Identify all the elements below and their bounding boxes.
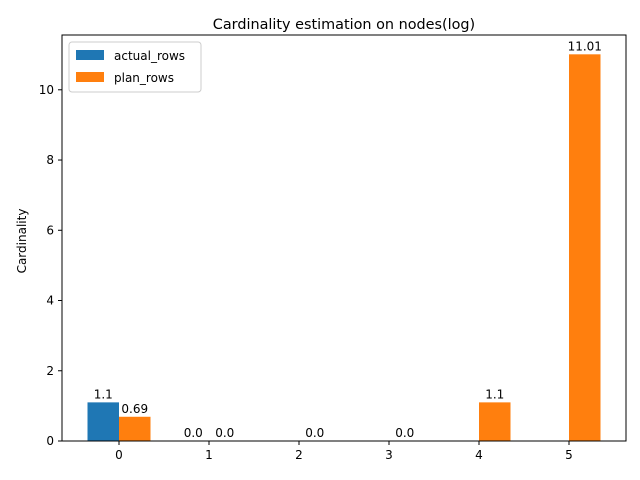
bar-plan_rows-5	[569, 54, 601, 441]
x-tick-label-2: 2	[295, 448, 303, 462]
x-tick-label-0: 0	[115, 448, 123, 462]
data-label-plan_rows-3: 0.0	[395, 426, 414, 440]
y-tick-label-10: 10	[39, 83, 54, 97]
data-label-actual_rows-0: 1.1	[94, 387, 113, 401]
legend-swatch-actual_rows	[76, 50, 104, 60]
y-tick-label-6: 6	[46, 223, 54, 237]
data-label-plan_rows-1: 0.0	[215, 426, 234, 440]
plot-frame	[61, 34, 627, 442]
legend-label-plan_rows: plan_rows	[114, 71, 174, 85]
data-label-plan_rows-4: 1.1	[485, 387, 504, 401]
plot-area: 1.1 0.0 0.69 0.0 0.0 0.0 1.1 11.01 0 1 2 3 4 5 0 2 4 6 8 10	[39, 39, 602, 462]
y-tick-label-2: 2	[46, 364, 54, 378]
legend-label-actual_rows: actual_rows	[114, 49, 185, 63]
x-tick-label-1: 1	[205, 448, 213, 462]
chart-title: Cardinality estimation on nodes(log)	[213, 17, 475, 33]
data-label-actual_rows-1: 0.0	[184, 426, 203, 440]
data-label-plan_rows-0: 0.69	[121, 402, 148, 416]
data-label-plan_rows-2: 0.0	[305, 426, 324, 440]
legend: actual_rows plan_rows	[68, 41, 202, 93]
data-label-plan_rows-5: 11.01	[568, 39, 602, 53]
y-axis-label: Cardinality	[15, 209, 29, 274]
x-tick-label-3: 3	[385, 448, 393, 462]
bar-plan_rows-4	[479, 402, 511, 441]
y-tick-label-8: 8	[46, 153, 54, 167]
legend-swatch-plan_rows	[76, 72, 104, 82]
x-tick-label-5: 5	[565, 448, 573, 462]
x-tick-label-4: 4	[475, 448, 483, 462]
bar-plan_rows-0	[119, 416, 151, 441]
y-tick-label-4: 4	[46, 294, 54, 308]
bar-actual_rows-0	[87, 402, 119, 441]
y-tick-label-0: 0	[46, 434, 54, 448]
